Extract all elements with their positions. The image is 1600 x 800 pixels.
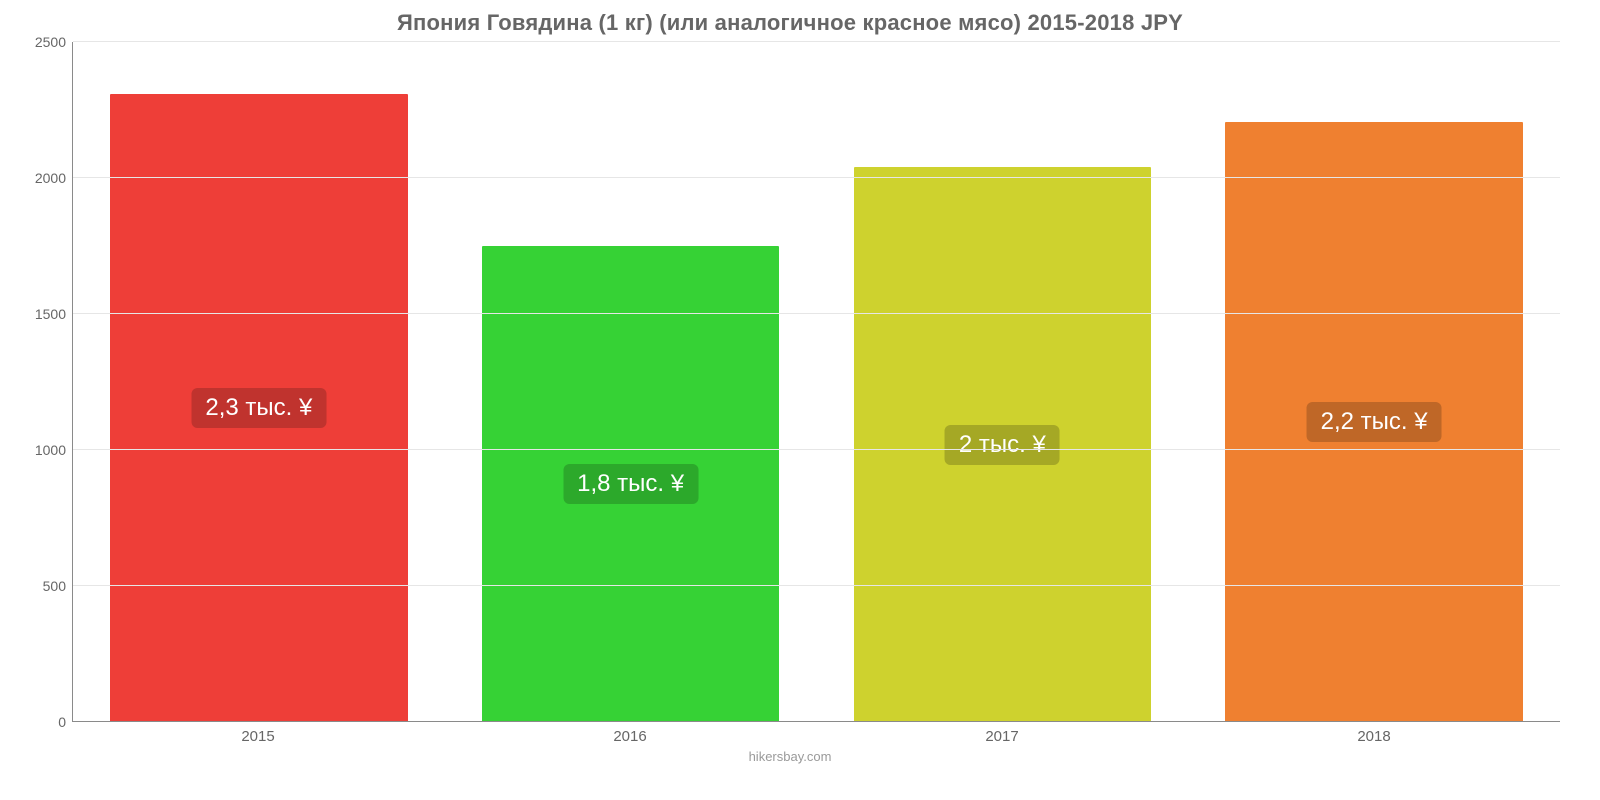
gridline bbox=[73, 449, 1560, 450]
bar-value-label: 2 тыс. ¥ bbox=[945, 425, 1060, 465]
y-axis: 05001000150020002500 bbox=[20, 42, 72, 722]
bar: 2,2 тыс. ¥ bbox=[1225, 122, 1522, 722]
x-tick-label: 2015 bbox=[72, 728, 444, 745]
gridline bbox=[73, 177, 1560, 178]
bar: 2,3 тыс. ¥ bbox=[110, 94, 407, 722]
y-tick-label: 2000 bbox=[20, 170, 66, 186]
y-tick-label: 2500 bbox=[20, 34, 66, 50]
x-tick-label: 2017 bbox=[816, 728, 1188, 745]
x-tick-label: 2018 bbox=[1188, 728, 1560, 745]
credit-text: hikersbay.com bbox=[20, 749, 1560, 764]
y-tick-label: 0 bbox=[20, 714, 66, 730]
gridline bbox=[73, 585, 1560, 586]
chart-title: Япония Говядина (1 кг) (или аналогичное … bbox=[20, 10, 1560, 36]
y-tick-label: 500 bbox=[20, 578, 66, 594]
bars-container: 2,3 тыс. ¥ 1,8 тыс. ¥ 2 тыс. ¥ 2,2 тыс. ¥ bbox=[73, 42, 1560, 722]
grid-area: 2,3 тыс. ¥ 1,8 тыс. ¥ 2 тыс. ¥ 2,2 тыс. ¥ bbox=[72, 42, 1560, 722]
bar-chart: Япония Говядина (1 кг) (или аналогичное … bbox=[0, 0, 1600, 800]
x-axis: 2015201620172018 bbox=[72, 728, 1560, 745]
y-tick-label: 1500 bbox=[20, 306, 66, 322]
bar-slot: 1,8 тыс. ¥ bbox=[445, 42, 817, 722]
bar-value-label: 1,8 тыс. ¥ bbox=[563, 464, 698, 504]
plot-area: 05001000150020002500 2,3 тыс. ¥1,8 тыс. … bbox=[20, 42, 1560, 722]
gridline bbox=[73, 313, 1560, 314]
bar: 2 тыс. ¥ bbox=[854, 167, 1151, 722]
bar-value-label: 2,2 тыс. ¥ bbox=[1307, 402, 1442, 442]
bar-slot: 2,3 тыс. ¥ bbox=[73, 42, 445, 722]
gridline bbox=[73, 721, 1560, 722]
x-tick-label: 2016 bbox=[444, 728, 816, 745]
bar: 1,8 тыс. ¥ bbox=[482, 246, 779, 722]
gridline bbox=[73, 41, 1560, 42]
bar-slot: 2 тыс. ¥ bbox=[817, 42, 1189, 722]
bar-value-label: 2,3 тыс. ¥ bbox=[191, 388, 326, 428]
y-tick-label: 1000 bbox=[20, 442, 66, 458]
bar-slot: 2,2 тыс. ¥ bbox=[1188, 42, 1560, 722]
